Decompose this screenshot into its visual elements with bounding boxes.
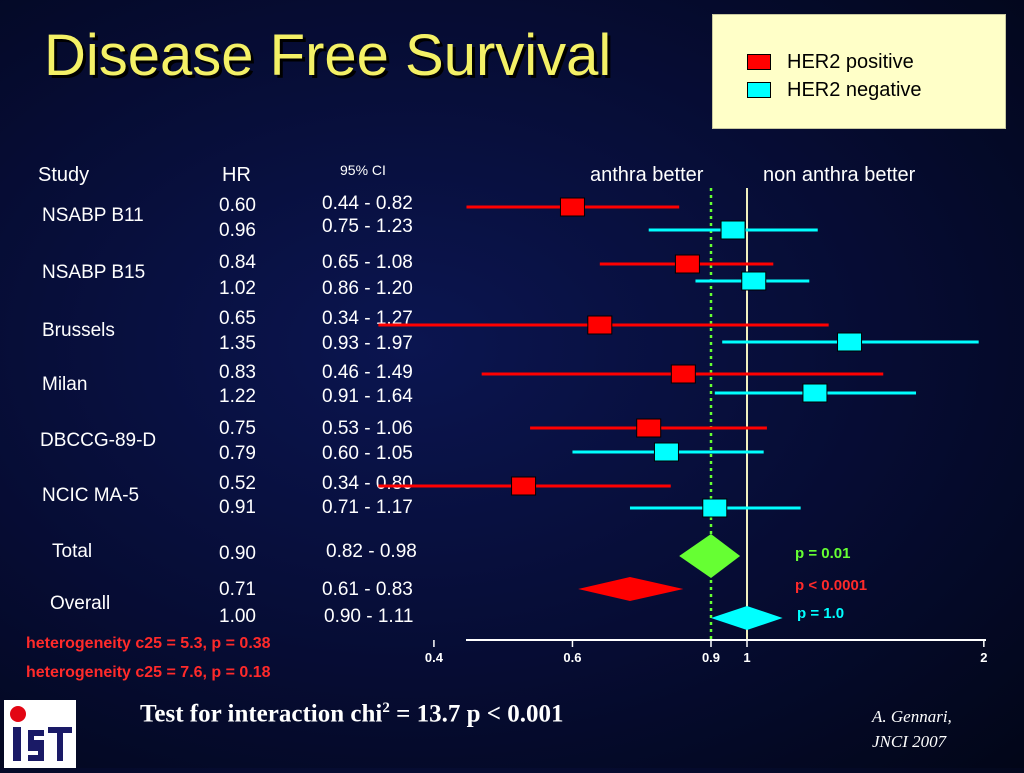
hr-marker-positive bbox=[674, 254, 700, 274]
hr-negative: 0.79 bbox=[219, 443, 256, 464]
ist-logo-icon bbox=[10, 706, 72, 761]
hr-marker-positive bbox=[511, 476, 537, 496]
total-label: Total bbox=[52, 541, 93, 562]
x-tick-label: 0.9 bbox=[702, 650, 720, 665]
ci-negative: 0.60 - 1.05 bbox=[322, 443, 413, 464]
hr-negative: 0.96 bbox=[219, 220, 256, 241]
pooled-diamond-positive bbox=[578, 577, 684, 601]
hr-positive: 0.83 bbox=[219, 362, 256, 383]
ci-negative: 0.86 - 1.20 bbox=[322, 278, 413, 299]
overall-label: Overall bbox=[50, 593, 111, 614]
citation-journal: JNCI 2007 bbox=[872, 732, 947, 751]
ci-positive: 0.44 - 0.82 bbox=[322, 193, 413, 214]
study-name: Milan bbox=[42, 374, 88, 395]
heterogeneity-negative: heterogeneity c25 = 7.6, p = 0.18 bbox=[26, 664, 271, 681]
hr-negative: 1.22 bbox=[219, 386, 256, 407]
p-value-negative: p = 1.0 bbox=[797, 605, 845, 622]
legend-item-her2-positive: HER2 positive bbox=[747, 49, 914, 75]
x-tick-label: 0.4 bbox=[425, 650, 444, 665]
x-tick-label: 1 bbox=[743, 650, 750, 665]
study-name: Brussels bbox=[42, 320, 115, 341]
total-hr: 0.90 bbox=[219, 543, 256, 564]
citation-author: A. Gennari, bbox=[872, 707, 952, 726]
p-value-total: p = 0.01 bbox=[795, 545, 851, 562]
study-name: NCIC MA-5 bbox=[42, 485, 140, 506]
hr-positive: 0.65 bbox=[219, 308, 256, 329]
hr-positive: 0.60 bbox=[219, 195, 256, 216]
total-diamond bbox=[679, 534, 741, 578]
overall-hr-positive: 0.71 bbox=[219, 579, 256, 600]
overall-hr-negative: 1.00 bbox=[219, 606, 256, 627]
hr-negative: 1.35 bbox=[219, 333, 256, 354]
citation: A. Gennari, JNCI 2007 bbox=[872, 704, 952, 754]
hr-marker-positive bbox=[559, 197, 585, 217]
legend-swatch-positive bbox=[747, 54, 771, 70]
header-non-anthra-better: non anthra better bbox=[763, 164, 916, 186]
p-value-positive: p < 0.0001 bbox=[795, 577, 868, 594]
hr-marker-negative bbox=[702, 498, 728, 518]
hr-positive: 0.84 bbox=[219, 252, 256, 273]
legend-label-positive: HER2 positive bbox=[787, 50, 914, 73]
ci-negative: 0.93 - 1.97 bbox=[322, 333, 413, 354]
hr-negative: 0.91 bbox=[219, 497, 256, 518]
study-name: NSABP B11 bbox=[42, 205, 144, 226]
interaction-rest: = 13.7 p < 0.001 bbox=[389, 700, 564, 728]
overall-ci-positive: 0.61 - 0.83 bbox=[322, 579, 413, 600]
hr-marker-negative bbox=[653, 442, 679, 462]
ci-negative: 0.75 - 1.23 bbox=[322, 216, 413, 237]
header-study: Study bbox=[38, 164, 90, 186]
ci-positive: 0.34 - 0.80 bbox=[322, 473, 413, 494]
interaction-text: Test for interaction chi bbox=[140, 700, 383, 728]
legend-label-negative: HER2 negative bbox=[787, 78, 922, 101]
legend-swatch-negative bbox=[747, 82, 771, 98]
hr-marker-positive bbox=[587, 315, 613, 335]
overall-ci-negative: 0.90 - 1.11 bbox=[324, 606, 414, 627]
hr-negative: 1.02 bbox=[219, 278, 256, 299]
interaction-test: Test for interaction chi2 = 13.7 p < 0.0… bbox=[140, 700, 564, 728]
legend: HER2 positive HER2 negative bbox=[712, 14, 1006, 129]
ci-positive: 0.65 - 1.08 bbox=[322, 252, 413, 273]
hr-marker-negative bbox=[720, 220, 746, 240]
hr-marker-negative bbox=[802, 383, 828, 403]
study-name: NSABP B15 bbox=[42, 262, 146, 283]
ci-negative: 0.71 - 1.17 bbox=[322, 497, 413, 518]
header-hr: HR bbox=[222, 164, 251, 186]
hr-positive: 0.75 bbox=[219, 418, 256, 439]
hr-marker-negative bbox=[741, 271, 767, 291]
total-ci: 0.82 - 0.98 bbox=[326, 541, 417, 562]
header-anthra-better: anthra better bbox=[590, 164, 704, 186]
hr-positive: 0.52 bbox=[219, 473, 256, 494]
study-name: DBCCG-89-D bbox=[40, 430, 157, 451]
header-ci: 95% CI bbox=[340, 162, 386, 178]
hr-marker-negative bbox=[837, 332, 863, 352]
x-tick-label: 0.6 bbox=[563, 650, 581, 665]
ci-negative: 0.91 - 1.64 bbox=[322, 386, 413, 407]
hr-marker-positive bbox=[636, 418, 662, 438]
ci-positive: 0.46 - 1.49 bbox=[322, 362, 413, 383]
heterogeneity-positive: heterogeneity c25 = 5.3, p = 0.38 bbox=[26, 635, 271, 652]
pooled-diamond-negative bbox=[711, 606, 783, 630]
interaction-sup: 2 bbox=[382, 700, 390, 716]
legend-item-her2-negative: HER2 negative bbox=[747, 77, 922, 103]
ci-positive: 0.53 - 1.06 bbox=[322, 418, 413, 439]
x-tick-label: 2 bbox=[980, 650, 987, 665]
hr-marker-positive bbox=[670, 364, 696, 384]
slide-title: Disease Free Survival bbox=[44, 23, 612, 88]
ist-logo bbox=[4, 700, 76, 768]
